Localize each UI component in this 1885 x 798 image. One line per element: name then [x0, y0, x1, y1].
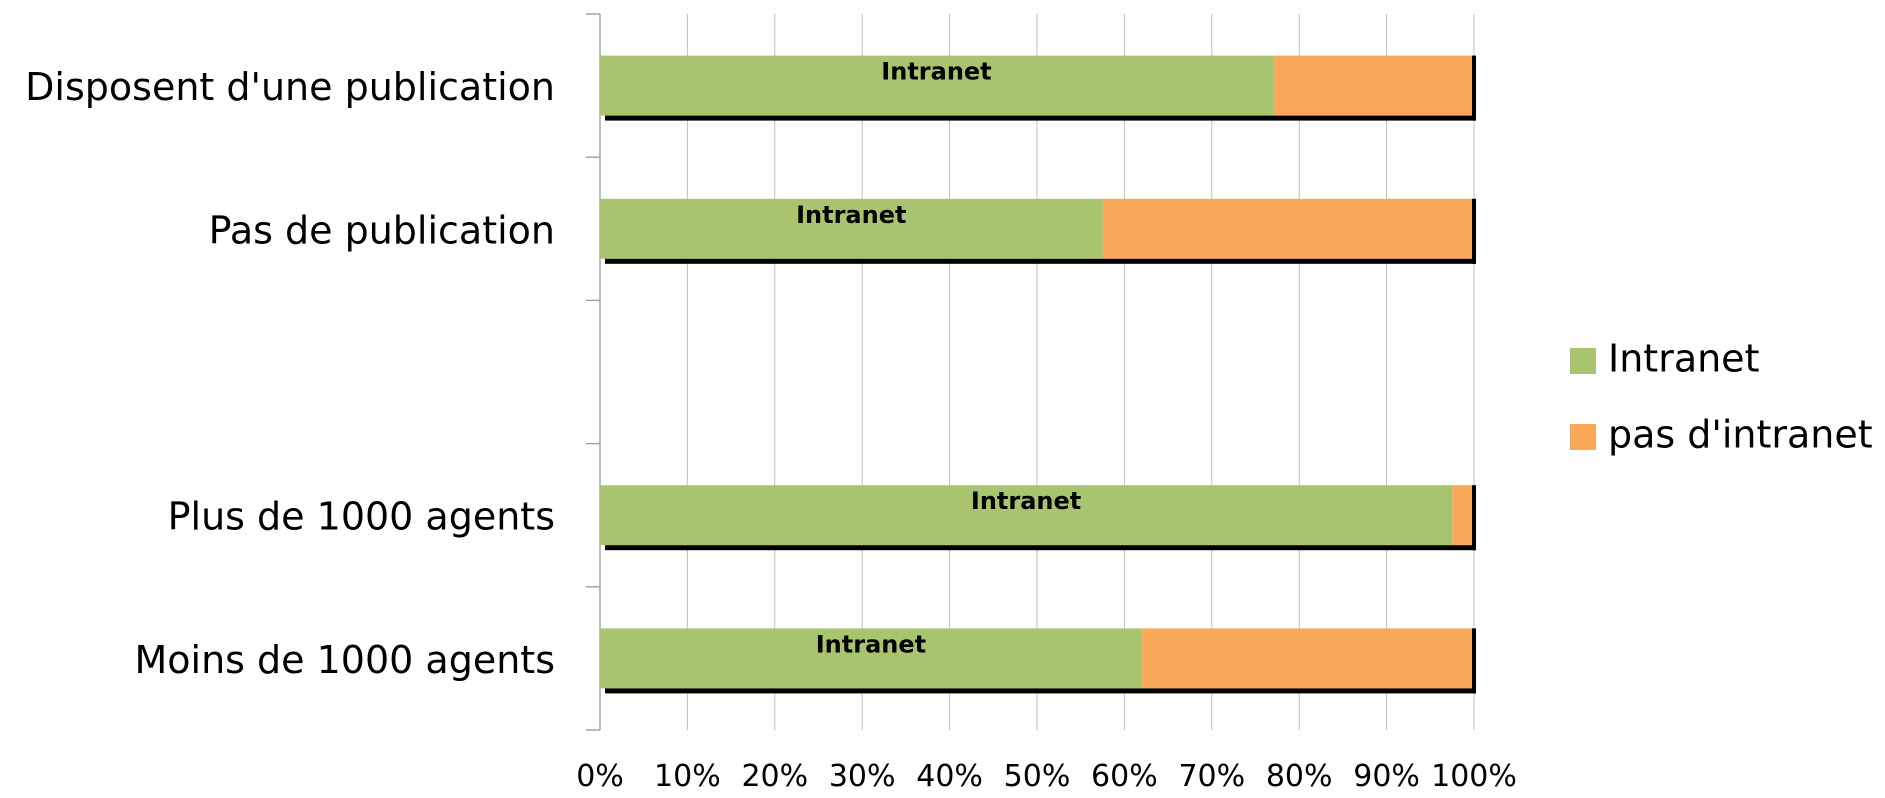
- category-label: Plus de 1000 agents: [168, 495, 555, 539]
- x-tick-label: 30%: [829, 759, 896, 794]
- bar-segment-intranet: [600, 485, 1453, 546]
- x-tick-label: 80%: [1266, 759, 1333, 794]
- x-tick-label: 0%: [576, 759, 624, 794]
- bar-data-label: Intranet: [796, 201, 906, 229]
- bar-segment-pas-intranet: [1102, 198, 1474, 259]
- x-tick-label: 70%: [1178, 759, 1245, 794]
- legend-label: pas d'intranet: [1608, 413, 1873, 457]
- bar-data-label: Intranet: [971, 487, 1081, 515]
- bar-segment-intranet: [600, 198, 1103, 259]
- category-label: Pas de publication: [209, 208, 555, 252]
- bar-segment-pas-intranet: [1141, 628, 1474, 689]
- bar-data-label: Intranet: [816, 630, 926, 658]
- bar-shadow-right: [1472, 55, 1476, 121]
- bar-segment-pas-intranet: [1272, 55, 1474, 116]
- bar-shadow-bottom: [605, 688, 1476, 694]
- legend-swatch-intranet: [1570, 348, 1596, 374]
- bar-shadow-right: [1472, 198, 1476, 264]
- x-tick-label: 60%: [1091, 759, 1158, 794]
- x-tick-label: 40%: [916, 759, 983, 794]
- bar-segment-intranet: [600, 55, 1273, 116]
- bar-shadow-bottom: [605, 545, 1476, 551]
- x-tick-label: 50%: [1004, 759, 1071, 794]
- bar-segment-pas-intranet: [1452, 485, 1474, 546]
- legend-label: Intranet: [1608, 337, 1759, 381]
- x-tick-label: 90%: [1353, 759, 1420, 794]
- bar-shadow-bottom: [605, 258, 1476, 264]
- x-tick-label: 10%: [654, 759, 721, 794]
- bar-shadow-right: [1472, 485, 1476, 551]
- x-tick-label: 20%: [741, 759, 808, 794]
- x-tick-label: 100%: [1431, 759, 1517, 794]
- bar-segment-intranet: [600, 628, 1142, 689]
- category-label: Moins de 1000 agents: [135, 638, 556, 682]
- category-label: Disposent d'une publication: [25, 65, 555, 109]
- bar-data-label: Intranet: [881, 58, 991, 86]
- bar-shadow-bottom: [605, 115, 1476, 121]
- bar-shadow-right: [1472, 628, 1476, 694]
- legend-swatch-pas-intranet: [1570, 424, 1596, 450]
